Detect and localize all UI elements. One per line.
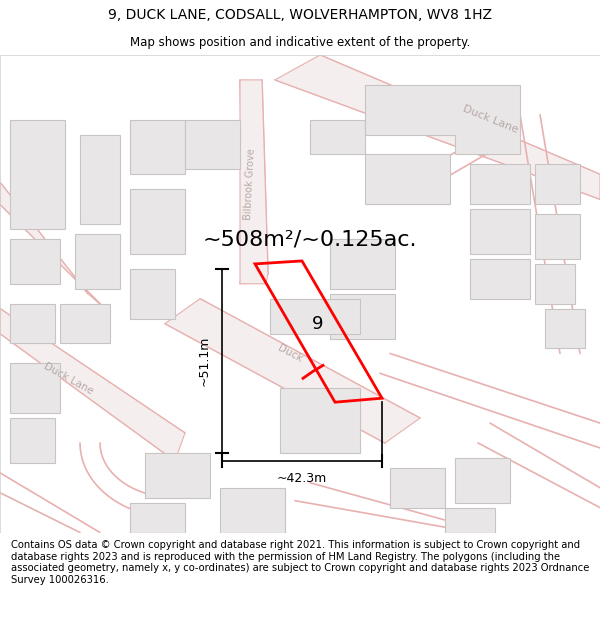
Polygon shape [130,119,185,174]
Polygon shape [185,119,240,169]
Polygon shape [0,182,105,309]
Polygon shape [470,259,530,299]
Polygon shape [275,55,600,199]
Polygon shape [10,363,60,413]
Polygon shape [80,134,120,224]
Polygon shape [455,458,510,503]
Polygon shape [330,239,395,289]
Text: Bilbrook Grove: Bilbrook Grove [243,148,257,221]
Polygon shape [535,264,575,304]
Text: ~51.1m: ~51.1m [197,336,211,386]
Polygon shape [220,488,285,532]
Polygon shape [330,294,395,339]
Polygon shape [545,309,585,349]
Polygon shape [130,189,185,254]
Polygon shape [365,85,520,154]
Polygon shape [130,503,185,532]
Polygon shape [10,239,60,284]
Polygon shape [470,164,530,204]
Polygon shape [130,269,175,319]
Text: 9, DUCK LANE, CODSALL, WOLVERHAMPTON, WV8 1HZ: 9, DUCK LANE, CODSALL, WOLVERHAMPTON, WV… [108,8,492,22]
Polygon shape [10,304,55,344]
Polygon shape [535,164,580,204]
Polygon shape [470,209,530,254]
Text: Map shows position and indicative extent of the property.: Map shows position and indicative extent… [130,36,470,49]
Text: Duck: Duck [276,342,304,364]
Polygon shape [390,468,445,508]
Text: Duck Lane: Duck Lane [41,361,94,396]
Polygon shape [0,309,185,461]
Polygon shape [535,214,580,259]
Polygon shape [145,453,210,498]
Polygon shape [10,418,55,463]
Polygon shape [60,304,110,344]
Text: ~42.3m: ~42.3m [277,472,327,485]
Polygon shape [75,234,120,289]
Polygon shape [365,154,450,204]
Text: ~508m²/~0.125ac.: ~508m²/~0.125ac. [203,229,417,249]
Text: Duck Lane: Duck Lane [461,104,519,136]
Text: Contains OS data © Crown copyright and database right 2021. This information is : Contains OS data © Crown copyright and d… [11,540,589,585]
Polygon shape [10,119,65,229]
Polygon shape [445,508,495,532]
Polygon shape [240,80,268,284]
Polygon shape [280,388,360,453]
Polygon shape [310,119,365,154]
Polygon shape [270,299,360,334]
Polygon shape [165,299,420,443]
Text: 9: 9 [312,314,324,332]
